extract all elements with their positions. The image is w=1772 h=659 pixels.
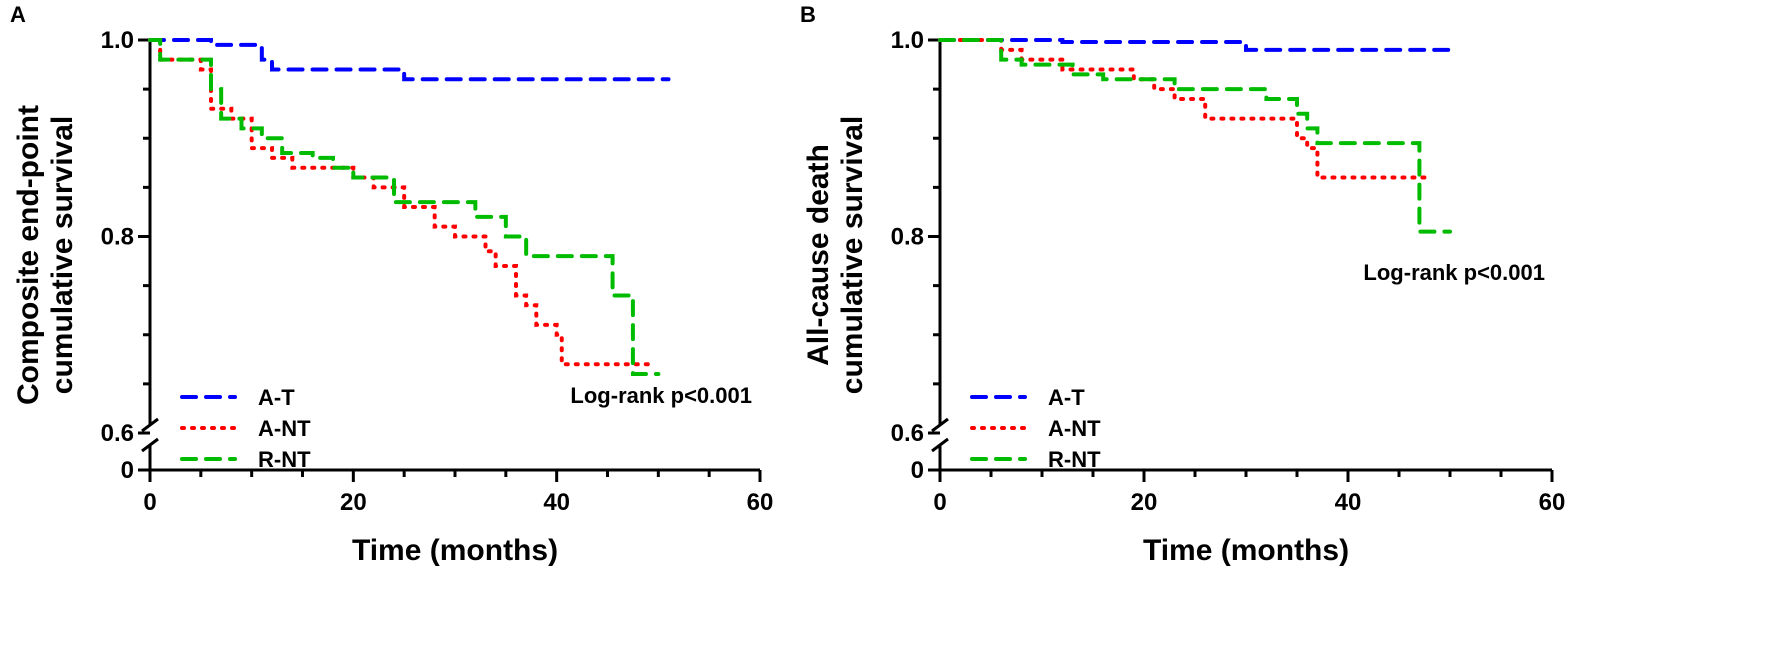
y-tick-label: 0.6: [101, 420, 134, 447]
x-axis-title: Time (months): [352, 534, 558, 567]
series-line-A-NT: [148, 38, 651, 367]
annotation: Log-rank p<0.001: [1363, 260, 1545, 285]
series-line-A-NT: [938, 38, 1432, 180]
y-axis-title: All-cause deathcumulative survival: [802, 116, 869, 394]
y-tick-label: 0: [121, 457, 134, 484]
y-axis-title: Composite end-pointcumulative survival: [12, 105, 79, 405]
legend-label: R-NT: [1048, 447, 1101, 472]
y-tick-label: 0.8: [891, 224, 924, 251]
x-tick-label: 60: [747, 489, 774, 516]
legend-label: A-NT: [1048, 416, 1101, 441]
x-tick-label: 0: [143, 489, 156, 516]
panel-label: B: [800, 2, 816, 27]
series-line-A-T: [938, 38, 1452, 52]
annotation: Log-rank p<0.001: [570, 383, 752, 408]
y-axis-title-line: Composite end-point: [12, 105, 45, 405]
y-tick-label: 0.6: [891, 420, 924, 447]
legend-label: R-NT: [258, 447, 311, 472]
axis-break-mark: [141, 417, 159, 433]
panel-A: A 0 20 40 60 0.6 0.8 1.0 0 Time (months) Composite…: [10, 2, 773, 567]
y-tick-label: 0.8: [101, 224, 134, 251]
panel-label: A: [10, 2, 26, 27]
y-tick-label: 0: [911, 457, 924, 484]
x-tick-label: 60: [1539, 489, 1566, 516]
x-tick-label: 20: [1131, 489, 1158, 516]
y-axis-title-line: cumulative survival: [46, 116, 79, 394]
x-tick-label: 20: [340, 489, 367, 516]
axis-break-mark: [931, 417, 949, 433]
x-tick-label: 40: [543, 489, 570, 516]
legend-label: A-T: [258, 385, 295, 410]
legend-label: A-T: [1048, 385, 1085, 410]
x-tick-label: 0: [933, 489, 946, 516]
x-axis-title: Time (months): [1143, 534, 1349, 567]
series-line-R-NT: [148, 38, 661, 377]
series-line-A-T: [148, 38, 671, 82]
axis-break-mark: [141, 437, 159, 453]
y-tick-label: 1.0: [101, 27, 134, 54]
y-axis-title-line: cumulative survival: [836, 116, 869, 394]
axis-break-mark: [931, 437, 949, 453]
series-line-R-NT: [938, 38, 1452, 234]
y-axis-title-line: All-cause death: [802, 144, 835, 366]
x-tick-label: 40: [1335, 489, 1362, 516]
legend-label: A-NT: [258, 416, 311, 441]
panel-B: B 0 20 40 60 0.6 0.8 1.0 0 Time (months) All-cause…: [800, 2, 1565, 567]
y-tick-label: 1.0: [891, 27, 924, 54]
